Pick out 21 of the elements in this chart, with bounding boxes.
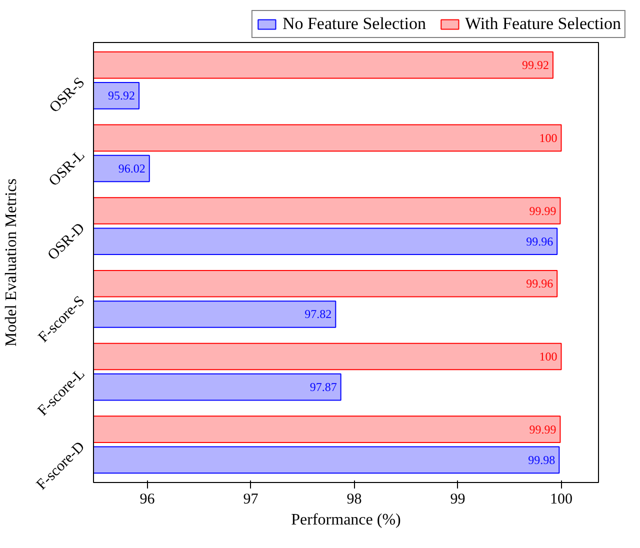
data-label: 100 [539, 130, 558, 145]
data-label: 99.96 [526, 234, 554, 248]
data-label: 99.99 [529, 204, 556, 218]
data-label: 97.87 [310, 380, 337, 394]
data-label: 99.99 [529, 422, 556, 436]
x-tick-label: 100 [550, 492, 572, 508]
data-label: 95.92 [108, 88, 136, 103]
data-label: 99.92 [522, 58, 549, 72]
data-label: 99.96 [526, 276, 554, 291]
x-tick-label: 98 [346, 492, 362, 508]
x-axis-title: Performance (%) [291, 512, 401, 528]
data-label: 100 [539, 349, 558, 364]
x-tick-label: 96 [140, 492, 156, 508]
data-label: 97.82 [304, 307, 332, 322]
legend-label: No Feature Selection [282, 14, 426, 34]
x-tick-label: 97 [243, 492, 259, 508]
legend-label: With Feature Selection [464, 14, 621, 34]
y-axis-title: Model Evaluation Metrics [3, 178, 20, 346]
data-label: 99.98 [528, 452, 556, 467]
data-label: 96.02 [118, 162, 146, 176]
x-tick-label: 99 [450, 492, 466, 508]
